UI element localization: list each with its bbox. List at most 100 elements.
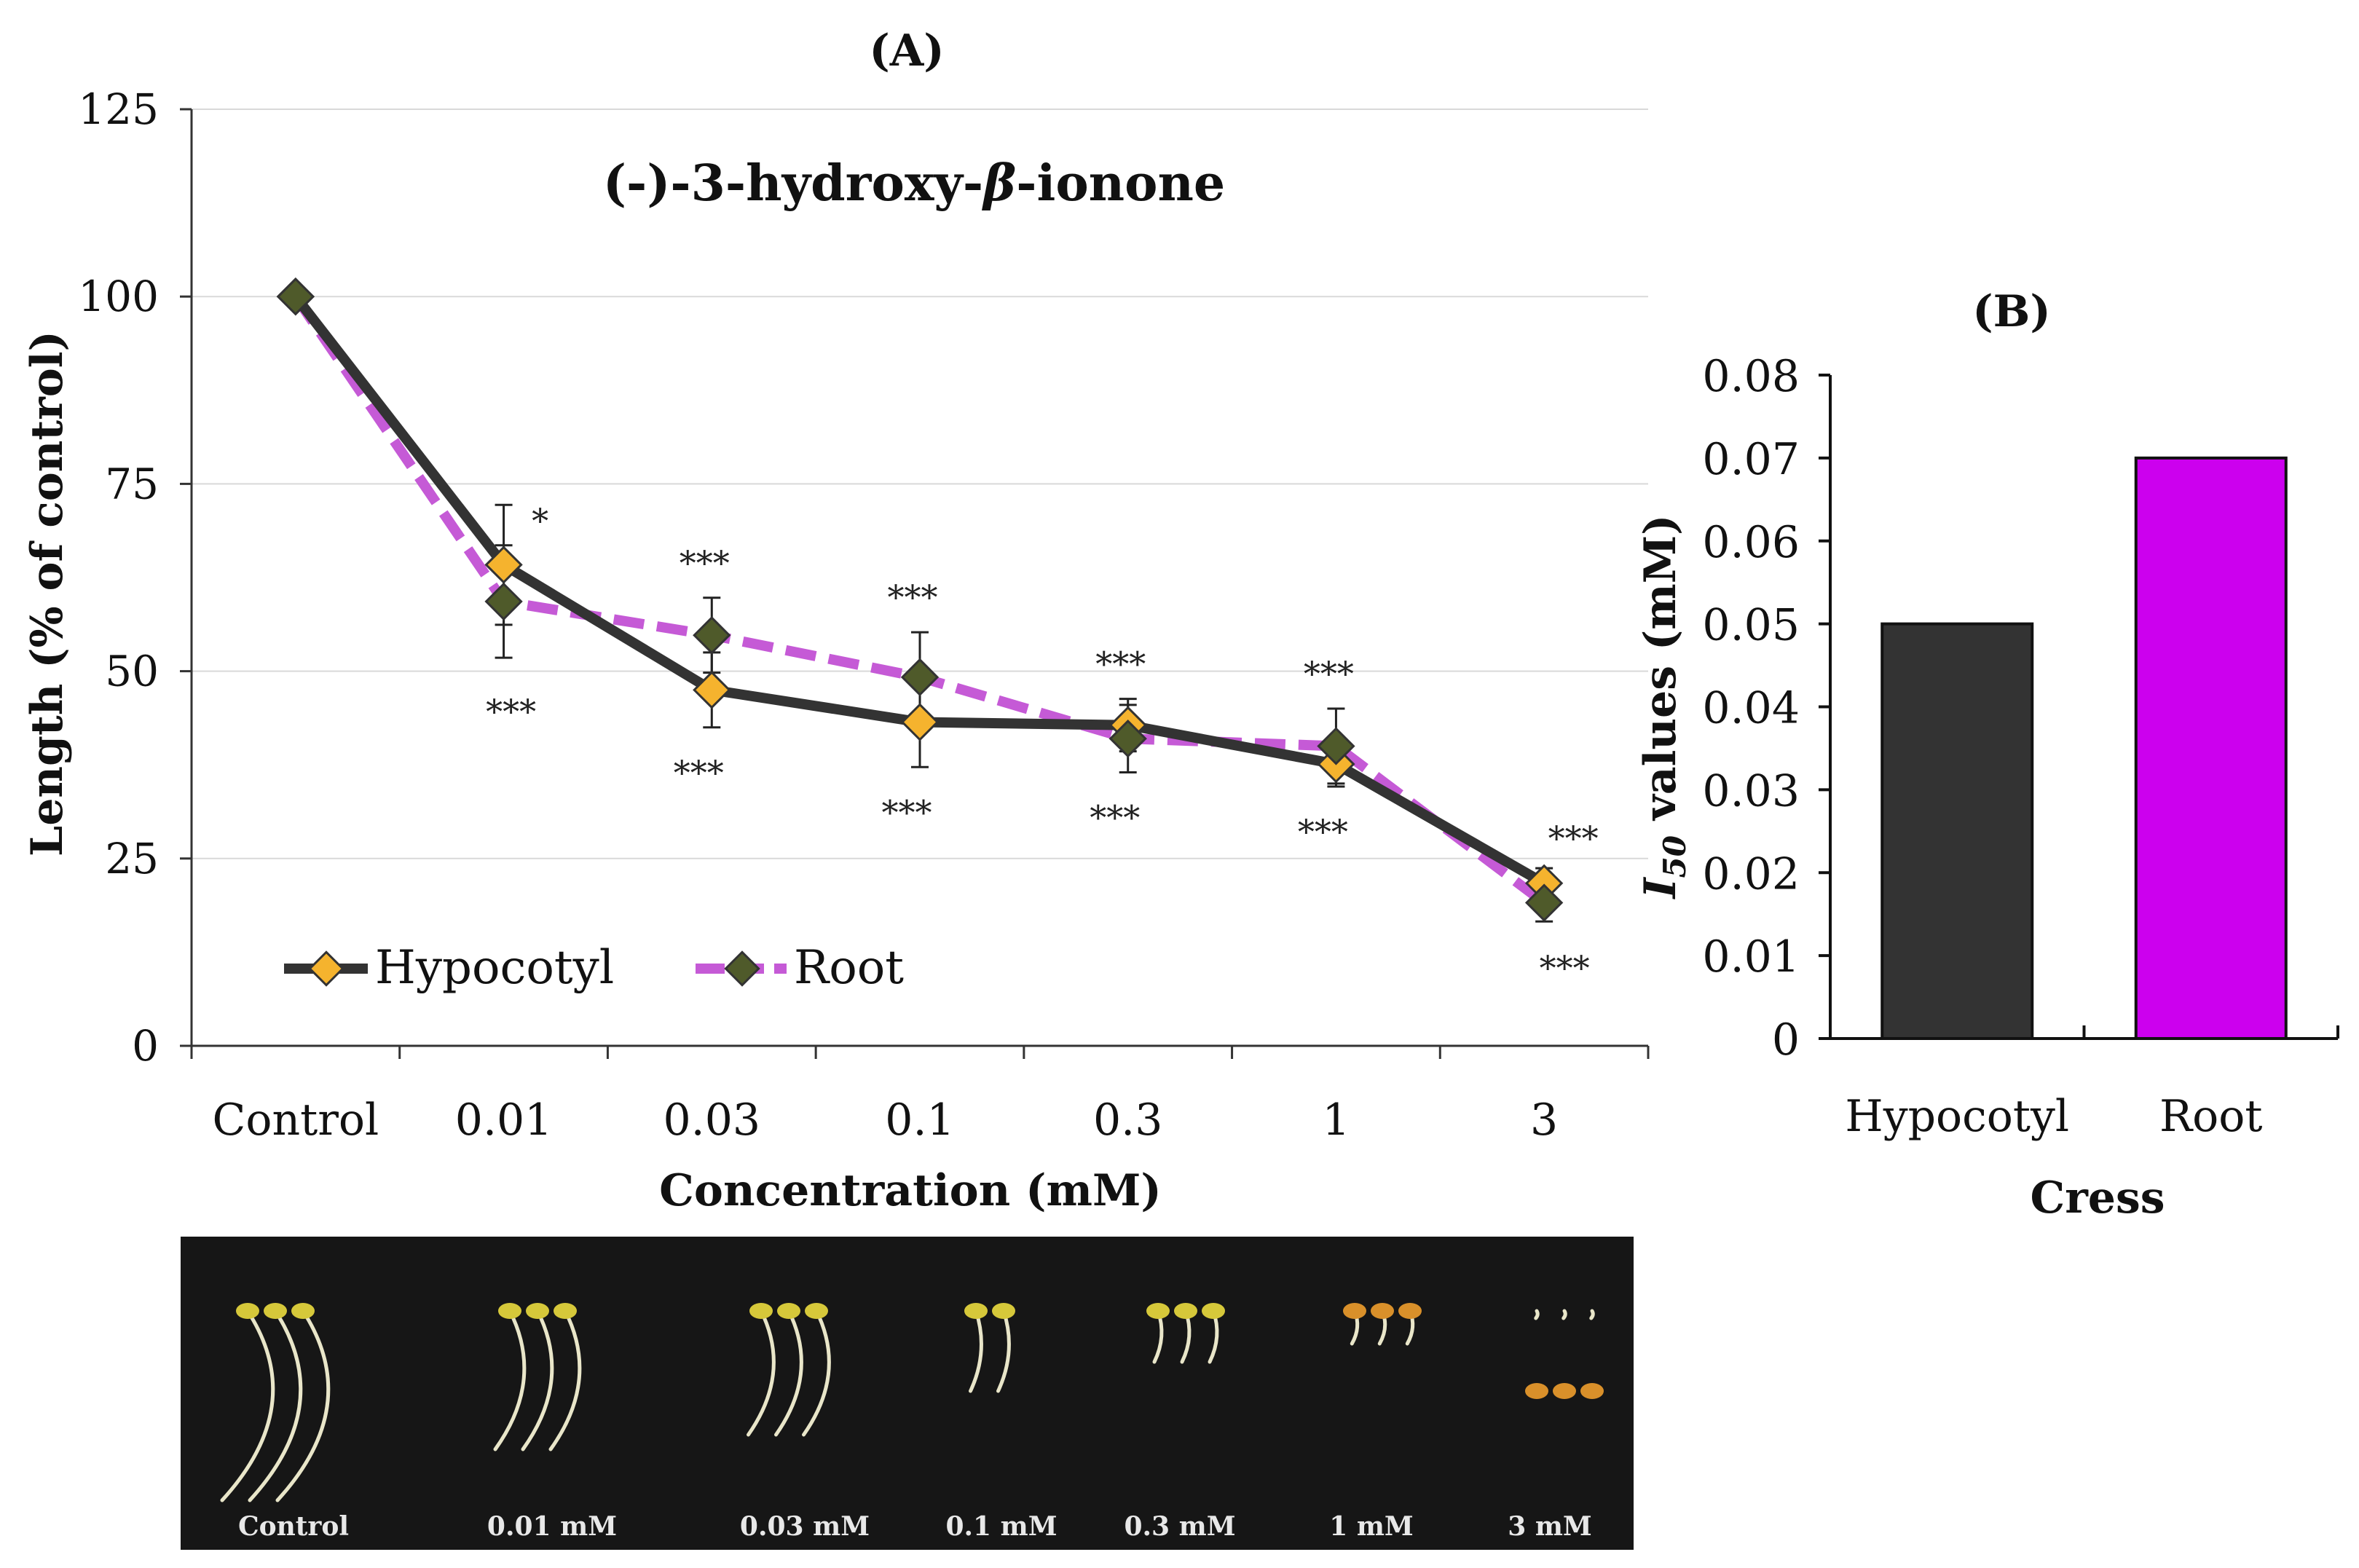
data-point-root <box>1317 727 1355 765</box>
seedling-cotyledon <box>526 1303 549 1319</box>
legend-root-marker <box>724 950 760 987</box>
panel-a-y-axis-label: Length (% of control) <box>22 331 73 856</box>
seedling-cotyledon <box>749 1303 773 1319</box>
significance-label: *** <box>1090 797 1140 837</box>
seedling-stem <box>774 1309 803 1437</box>
seedling-stem <box>220 1309 275 1502</box>
x-tick-label: Control <box>212 1095 379 1146</box>
panel-b: (B) 0 0.01 0.02 0.03 0.04 0.05 0.06 0.07 0.08 Hy… <box>1635 286 2339 1224</box>
seedling-stem <box>548 1309 582 1451</box>
panel-a-series: **************************** ****** <box>276 277 1599 988</box>
x-tick-label: 1 <box>1322 1095 1350 1146</box>
panel-b-y-axis-label: I50 values (mM) <box>1635 514 1693 899</box>
y-tick-label: 0.03 <box>1702 765 1800 816</box>
significance-label: *** <box>486 692 536 731</box>
panel-b-x-tick-labels: Hypocotyl Root <box>1845 1091 2262 1142</box>
photo-label: 1 mM <box>1329 1511 1414 1542</box>
seedling-stem <box>248 1309 303 1502</box>
y-tick-label: 100 <box>78 272 159 321</box>
seedling-cotyledon <box>1398 1303 1422 1319</box>
photo-label: 0.1 mM <box>945 1511 1057 1542</box>
x-tick-label: 0.3 <box>1093 1095 1162 1146</box>
panel-a-y-tick-labels: 0 25 50 75 100 125 <box>78 84 159 1071</box>
data-point-hypocotyl <box>900 703 940 741</box>
title-prefix: (-)-3-hydroxy- <box>603 154 983 213</box>
seedling-cotyledon <box>1146 1303 1170 1319</box>
seedling-stem <box>996 1309 1011 1393</box>
seedling-cotyledon <box>1174 1303 1197 1319</box>
y-tick-label: 0 <box>132 1021 159 1071</box>
seedling-photo: Control 0.01 mM 0.03 mM 0.1 mM 0.3 mM 1 mM 3 m… <box>181 1237 1634 1550</box>
significance-label: *** <box>1298 812 1348 851</box>
photo-label: 0.01 mM <box>487 1511 617 1542</box>
y-tick-label: 75 <box>105 459 159 508</box>
data-point-hypocotyl <box>693 671 731 709</box>
photo-label: 0.03 mM <box>740 1511 870 1542</box>
seedling-cotyledon <box>992 1303 1015 1319</box>
seedling-stem <box>1589 1309 1595 1320</box>
seedling-stem <box>1534 1309 1540 1320</box>
seedling-cotyledon <box>1580 1383 1604 1399</box>
panel-b-x-axis-label: Cress <box>2030 1173 2165 1224</box>
data-point-root <box>1108 720 1147 758</box>
seedling-cotyledon <box>777 1303 800 1319</box>
panel-a: (A) 0 25 50 75 100 125 Control 0.01 0.03 0.1 0.3 1… <box>22 25 1650 1216</box>
significance-label: *** <box>1304 654 1354 693</box>
photo-labels: Control 0.01 mM 0.03 mM 0.1 mM 0.3 mM 1 mM 3 m… <box>238 1511 1592 1542</box>
seedling-cotyledon <box>291 1303 315 1319</box>
ylabel-sub: 50 <box>1657 835 1693 878</box>
seedling-cotyledon <box>264 1303 287 1319</box>
seedling-stem <box>521 1309 554 1451</box>
seedling-cotyledon <box>1202 1303 1225 1319</box>
seedling-stem <box>1561 1309 1567 1320</box>
title-suffix: -ionone <box>1016 154 1225 213</box>
seedling-cotyledon <box>1371 1303 1394 1319</box>
data-point-hypocotyl <box>1524 864 1564 902</box>
title-greek: β <box>981 154 1016 213</box>
seedling-stem <box>747 1309 776 1437</box>
y-tick-label: 0.05 <box>1702 600 1800 651</box>
data-point-root <box>484 582 523 621</box>
seedling-cotyledon <box>1525 1383 1548 1399</box>
panel-a-legend: Hypocotyl Root <box>284 941 904 995</box>
significance-label: * <box>532 501 548 540</box>
data-point-hypocotyl <box>484 545 523 584</box>
data-point-root <box>693 616 731 655</box>
x-tick-label: 3 <box>1530 1095 1558 1146</box>
seedling-stem <box>493 1309 527 1451</box>
seedling-cotyledon <box>498 1303 521 1319</box>
legend-hypocotyl-label: Hypocotyl <box>375 941 614 995</box>
seedling-cotyledon <box>1553 1383 1576 1399</box>
panel-b-bars <box>1880 456 2288 1040</box>
photo-label: 0.3 mM <box>1124 1511 1235 1542</box>
bar-hypocotyl <box>1880 622 2034 1040</box>
x-tick-label: Root <box>2159 1091 2263 1142</box>
panel-a-axes <box>180 108 1650 1059</box>
y-tick-label: 0 <box>1772 1015 1800 1065</box>
data-point-root <box>1524 883 1564 922</box>
panel-a-x-axis-label: Concentration (mM) <box>659 1165 1162 1216</box>
y-tick-label: 0.08 <box>1702 351 1800 402</box>
x-tick-label: 0.01 <box>455 1095 553 1146</box>
x-tick-label: 0.03 <box>663 1095 760 1146</box>
x-tick-label: 0.1 <box>885 1095 954 1146</box>
seedling-cotyledon <box>964 1303 988 1319</box>
panel-b-label: (B) <box>1972 286 2051 337</box>
y-tick-label: 125 <box>78 84 159 134</box>
seedling-drawings <box>220 1303 1604 1502</box>
panel-b-y-tick-labels: 0 0.01 0.02 0.03 0.04 0.05 0.06 0.07 0.08 <box>1702 351 1800 1065</box>
bar-root <box>2134 456 2288 1040</box>
seedling-stem <box>275 1309 331 1502</box>
photo-background <box>181 1237 1634 1550</box>
seedling-cotyledon <box>805 1303 828 1319</box>
panel-a-label: (A) <box>869 25 944 76</box>
significance-label: *** <box>1540 948 1590 988</box>
significance-label: *** <box>888 578 938 617</box>
significance-label: *** <box>680 543 730 583</box>
significance-label: *** <box>1548 819 1599 858</box>
ylabel-i: I <box>1635 877 1686 900</box>
x-tick-label: Hypocotyl <box>1845 1091 2069 1142</box>
photo-label: 3 mM <box>1508 1511 1592 1542</box>
seedling-cotyledon <box>236 1303 259 1319</box>
